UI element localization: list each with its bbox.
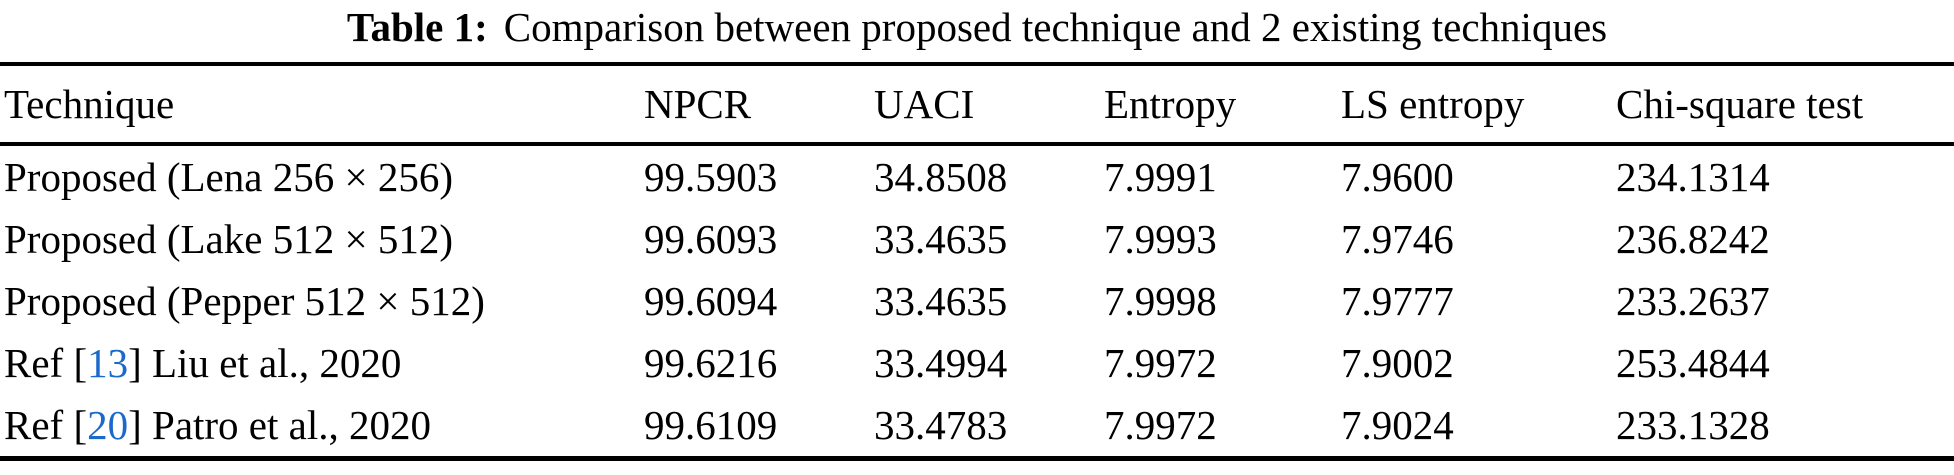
column-header-npcr: NPCR [644,64,874,146]
chi-square-cell: 233.1328 [1616,402,1770,448]
npcr-cell: 99.6094 [644,278,778,324]
technique-cell: Proposed (Lena 256 × 256) [0,144,644,208]
npcr-cell: 99.6216 [644,340,778,386]
table-row: Ref [20] Patro et al., 2020 99.6109 33.4… [0,394,1954,459]
column-header-ls-entropy: LS entropy [1341,64,1616,146]
technique-text: ] Liu et al., 2020 [128,340,402,386]
ls-entropy-cell: 7.9024 [1341,402,1454,448]
column-header-uaci: UACI [874,64,1104,146]
technique-cell: Ref [20] Patro et al., 2020 [0,394,644,459]
column-header-chi-square: Chi-square test [1616,64,1954,146]
npcr-cell: 99.6093 [644,216,778,262]
chi-square-cell: 253.4844 [1616,340,1770,386]
uaci-cell: 34.8508 [874,154,1008,200]
npcr-cell: 99.6109 [644,402,778,448]
technique-cell: Proposed (Pepper 512 × 512) [0,270,644,332]
comparison-table: Technique NPCR UACI Entropy LS entropy C… [0,62,1954,461]
uaci-cell: 33.4635 [874,216,1008,262]
table-caption: Table 1: Comparison between proposed tech… [0,0,1954,62]
citation-link-20[interactable]: 20 [87,402,129,448]
technique-cell: Proposed (Lake 512 × 512) [0,208,644,270]
technique-text: Proposed (Lena 256 × 256) [4,154,453,200]
entropy-cell: 7.9972 [1104,340,1217,386]
column-header-technique: Technique [0,64,644,146]
chi-square-cell: 236.8242 [1616,216,1770,262]
npcr-cell: 99.5903 [644,154,778,200]
citation-link-13[interactable]: 13 [87,340,129,386]
technique-cell: Ref [13] Liu et al., 2020 [0,332,644,394]
technique-text: Proposed (Pepper 512 × 512) [4,278,485,324]
ls-entropy-cell: 7.9746 [1341,216,1454,262]
technique-text: ] Patro et al., 2020 [128,402,431,448]
ls-entropy-cell: 7.9777 [1341,278,1454,324]
entropy-cell: 7.9991 [1104,154,1217,200]
table-row: Proposed (Lake 512 × 512) 99.6093 33.463… [0,208,1954,270]
table-row: Proposed (Lena 256 × 256) 99.5903 34.850… [0,144,1954,208]
table-caption-label: Table 1: [346,4,488,50]
entropy-cell: 7.9993 [1104,216,1217,262]
ls-entropy-cell: 7.9600 [1341,154,1454,200]
uaci-cell: 33.4635 [874,278,1008,324]
table-row: Proposed (Pepper 512 × 512) 99.6094 33.4… [0,270,1954,332]
entropy-cell: 7.9972 [1104,402,1217,448]
ls-entropy-cell: 7.9002 [1341,340,1454,386]
technique-text: Proposed (Lake 512 × 512) [4,216,453,262]
column-header-entropy: Entropy [1104,64,1341,146]
header-row: Technique NPCR UACI Entropy LS entropy C… [0,64,1954,146]
technique-text: Ref [ [4,340,88,386]
table-row: Ref [13] Liu et al., 2020 99.6216 33.499… [0,332,1954,394]
chi-square-cell: 234.1314 [1616,154,1770,200]
table-caption-text: Comparison between proposed technique an… [503,4,1608,50]
entropy-cell: 7.9998 [1104,278,1217,324]
uaci-cell: 33.4994 [874,340,1008,386]
chi-square-cell: 233.2637 [1616,278,1770,324]
uaci-cell: 33.4783 [874,402,1008,448]
technique-text: Ref [ [4,402,88,448]
